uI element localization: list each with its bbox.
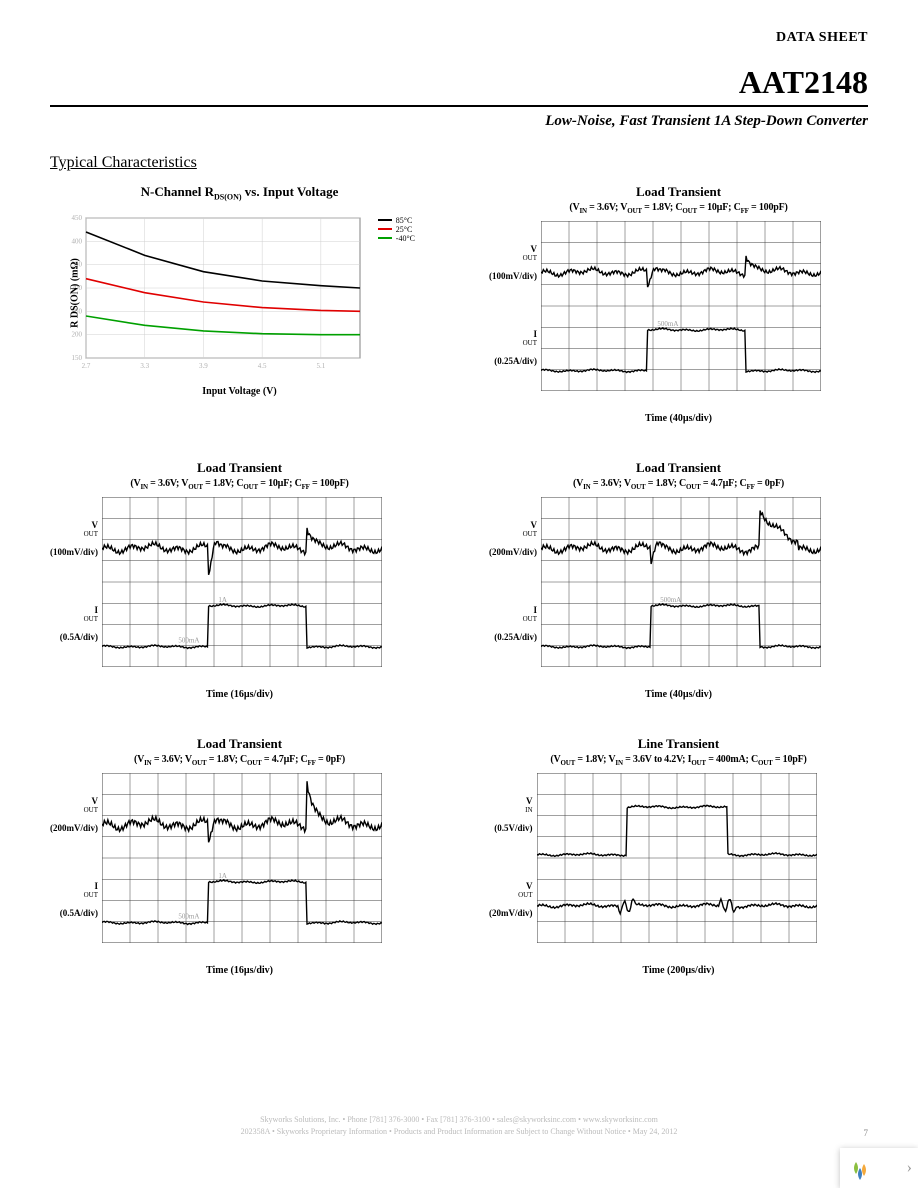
scope-svg: 1.80A500mA <box>541 221 821 391</box>
scope-y-labels: VIN(0.5V/div) VOUT(20mV/div) <box>489 773 537 943</box>
datasheet-label: DATA SHEET <box>50 30 868 46</box>
chart-conditions: (VIN = 3.6V; VOUT = 1.8V; COUT = 4.7µF; … <box>50 754 429 767</box>
scope-cell: Line Transient (VOUT = 1.8V; VIN = 3.6V … <box>489 736 868 976</box>
x-axis-label: Time (200µs/div) <box>489 965 868 976</box>
chart-title: Line Transient <box>489 736 868 752</box>
scope-y-labels: VOUT(100mV/div) IOUT(0.25A/div) <box>489 221 541 391</box>
scope-svg: 1.80A500mA <box>541 497 821 667</box>
scope-svg: 1.80A1A500mA <box>102 773 382 943</box>
subtitle: Low-Noise, Fast Transient 1A Step-Down C… <box>50 113 868 130</box>
chart-title: Load Transient <box>489 460 868 476</box>
legend: 85°C25°C-40°C <box>374 214 419 245</box>
line-chart-svg: 2.73.33.94.55.1150200250300350400450 <box>50 208 370 378</box>
chart-title: Load Transient <box>50 736 429 752</box>
x-axis-label: Time (16µs/div) <box>50 689 429 700</box>
svg-text:1A: 1A <box>218 596 227 604</box>
scope-svg: 3.61.8 <box>537 773 817 943</box>
svg-text:3.9: 3.9 <box>199 362 208 370</box>
svg-text:500mA: 500mA <box>660 596 681 604</box>
svg-text:450: 450 <box>72 214 83 222</box>
scope-cell: Load Transient (VIN = 3.6V; VOUT = 1.8V;… <box>50 460 429 700</box>
y-axis-label: R DS(ON) (mΩ) <box>69 258 80 328</box>
svg-text:4.5: 4.5 <box>258 362 267 370</box>
svg-text:500mA: 500mA <box>657 320 678 328</box>
svg-text:1A: 1A <box>218 872 227 880</box>
scope-cell: Load Transient (VIN = 3.6V; VOUT = 1.8V;… <box>489 460 868 700</box>
chart-title: N-Channel RDS(ON) vs. Input Voltage <box>50 184 429 202</box>
chart-title: Load Transient <box>50 460 429 476</box>
x-axis-label: Input Voltage (V) <box>50 386 429 397</box>
scope-y-labels: VOUT(100mV/div) IOUT(0.5A/div) <box>50 497 102 667</box>
svg-text:2.7: 2.7 <box>82 362 91 370</box>
section-title: Typical Characteristics <box>50 154 868 172</box>
chart-conditions: (VIN = 3.6V; VOUT = 1.8V; COUT = 10µF; C… <box>50 478 429 491</box>
page-number: 7 <box>864 1128 869 1138</box>
line-chart-cell: N-Channel RDS(ON) vs. Input Voltage R DS… <box>50 184 429 424</box>
svg-text:200: 200 <box>72 330 83 338</box>
scope-y-labels: VOUT(200mV/div) IOUT(0.5A/div) <box>50 773 102 943</box>
footer-line1: Skyworks Solutions, Inc. • Phone [781] 3… <box>0 1114 918 1126</box>
chart-conditions: (VIN = 3.6V; VOUT = 1.8V; COUT = 4.7µF; … <box>489 478 868 491</box>
x-axis-label: Time (40µs/div) <box>489 413 868 424</box>
x-axis-label: Time (40µs/div) <box>489 689 868 700</box>
svg-text:3.3: 3.3 <box>140 362 149 370</box>
scope-cell: Load Transient (VIN = 3.6V; VOUT = 1.8V;… <box>489 184 868 424</box>
x-axis-label: Time (16µs/div) <box>50 965 429 976</box>
svg-text:5.1: 5.1 <box>316 362 325 370</box>
chart-conditions: (VIN = 3.6V; VOUT = 1.8V; COUT = 10µF; C… <box>489 202 868 215</box>
chevron-right-icon[interactable]: › <box>907 1159 912 1177</box>
svg-text:400: 400 <box>72 237 83 245</box>
scope-cell: Load Transient (VIN = 3.6V; VOUT = 1.8V;… <box>50 736 429 976</box>
corner-widget[interactable]: › <box>840 1148 918 1188</box>
scope-y-labels: VOUT(200mV/div) IOUT(0.25A/div) <box>489 497 541 667</box>
scope-svg: 1.80A1A500mA <box>102 497 382 667</box>
footer-line2: 202358A • Skyworks Proprietary Informati… <box>0 1126 918 1138</box>
charts-grid: N-Channel RDS(ON) vs. Input Voltage R DS… <box>50 184 868 976</box>
svg-text:500mA: 500mA <box>178 637 199 645</box>
chart-conditions: (VOUT = 1.8V; VIN = 3.6V to 4.2V; IOUT =… <box>489 754 868 767</box>
footer: Skyworks Solutions, Inc. • Phone [781] 3… <box>0 1114 918 1138</box>
part-number: AAT2148 <box>50 64 868 101</box>
logo-icon <box>846 1154 876 1182</box>
svg-text:150: 150 <box>72 354 83 362</box>
chart-title: Load Transient <box>489 184 868 200</box>
svg-text:500mA: 500mA <box>178 913 199 921</box>
header-rule <box>50 105 868 107</box>
